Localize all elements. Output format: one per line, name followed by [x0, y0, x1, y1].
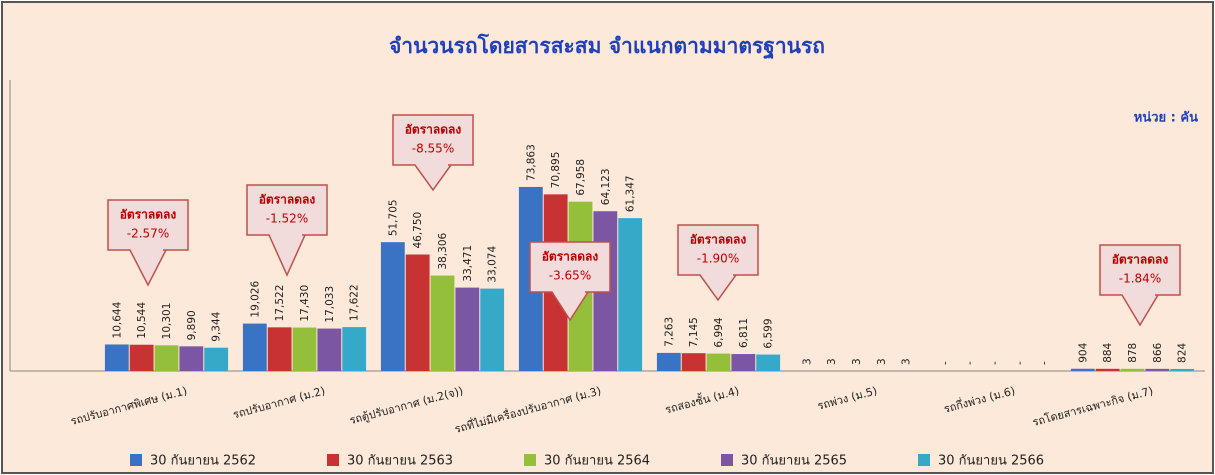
data-label: 33,471 — [462, 245, 474, 282]
callout-value: -1.84% — [1119, 272, 1161, 286]
data-label: 51,705 — [387, 199, 399, 236]
data-label: 10,644 — [111, 301, 123, 338]
legend-label: 30 กันยายน 2562 — [150, 454, 256, 469]
bar — [480, 288, 505, 371]
data-label: 19,026 — [249, 281, 261, 318]
legend-label: 30 กันยายน 2564 — [544, 454, 650, 469]
data-label: 3 — [851, 358, 863, 365]
data-label: 9,890 — [186, 310, 198, 340]
data-label: 3 — [826, 358, 838, 365]
bar — [405, 254, 430, 371]
callout-title: อัตราลดลง — [259, 193, 316, 207]
data-label: 64,123 — [600, 168, 612, 205]
bar — [204, 347, 229, 371]
data-label: 67,958 — [575, 159, 587, 196]
data-label: 38,306 — [437, 232, 449, 269]
data-label: 33,074 — [487, 246, 499, 283]
callout-title: อัตราลดลง — [405, 123, 462, 137]
bar — [1170, 368, 1195, 371]
callout — [1099, 244, 1181, 327]
data-label: 61,347 — [625, 175, 637, 212]
bar — [1120, 368, 1145, 371]
legend-swatch — [130, 454, 142, 466]
bar — [455, 287, 480, 371]
data-label: 824 — [1177, 343, 1189, 363]
legend-swatch — [327, 454, 339, 466]
callout-title: อัตราลดลง — [542, 250, 599, 264]
data-label: - — [989, 361, 1001, 365]
bar — [317, 328, 342, 371]
callout-title: อัตราลดลง — [1112, 253, 1169, 267]
data-label: 73,863 — [525, 144, 537, 181]
bar — [342, 327, 367, 371]
data-label: 884 — [1102, 342, 1114, 362]
legend-label: 30 กันยายน 2563 — [347, 454, 453, 469]
bar — [618, 218, 643, 371]
legend-swatch — [918, 454, 930, 466]
bar — [380, 242, 405, 371]
bar — [1070, 368, 1095, 371]
callout — [529, 241, 611, 322]
data-label: 46,750 — [412, 212, 424, 249]
data-label: 866 — [1152, 342, 1164, 362]
data-label: 10,544 — [136, 302, 148, 339]
data-label: 17,522 — [274, 285, 286, 322]
callout — [107, 199, 189, 287]
data-label: - — [939, 361, 951, 365]
bar — [1095, 368, 1120, 371]
legend-swatch — [524, 454, 536, 466]
bar — [756, 354, 781, 371]
bar — [706, 353, 731, 371]
callout-value: -1.52% — [266, 212, 308, 226]
bar — [292, 327, 317, 371]
data-label: 3 — [901, 358, 913, 365]
callout — [392, 114, 474, 192]
data-label: 17,622 — [349, 284, 361, 321]
bar — [129, 344, 154, 371]
data-label: 17,430 — [299, 285, 311, 322]
data-label: 6,811 — [738, 318, 750, 348]
bar — [656, 352, 681, 371]
data-label: 7,263 — [663, 317, 675, 347]
callout — [677, 224, 759, 302]
callout-value: -1.90% — [697, 252, 739, 266]
callout-value: -2.57% — [127, 227, 169, 241]
chart-title: จำนวนรถโดยสารสะสม จำแนกตามมาตรฐานรถ — [389, 33, 825, 60]
unit-label: หน่วย : คัน — [1134, 111, 1198, 126]
data-label: 7,145 — [688, 317, 700, 347]
legend-label: 30 กันยายน 2566 — [938, 454, 1044, 469]
data-label: - — [1039, 361, 1051, 365]
bar — [104, 344, 129, 371]
bar — [731, 354, 756, 371]
bar — [154, 345, 179, 371]
data-label: - — [1014, 361, 1026, 365]
callout-value: -3.65% — [549, 269, 591, 283]
callout-value: -8.55% — [412, 142, 454, 156]
data-label: 17,033 — [324, 286, 336, 323]
bar — [430, 275, 455, 371]
data-label: 3 — [876, 358, 888, 365]
data-label: 6,599 — [763, 318, 775, 348]
data-label: 10,301 — [161, 303, 173, 340]
data-label: 6,994 — [713, 317, 725, 347]
bar — [1145, 368, 1170, 371]
bar — [681, 353, 706, 371]
bar — [179, 346, 204, 371]
data-label: 9,344 — [211, 311, 223, 341]
data-label: 3 — [801, 358, 813, 365]
data-label: 878 — [1127, 343, 1139, 363]
legend-label: 30 กันยายน 2565 — [741, 454, 847, 469]
data-label: - — [964, 361, 976, 365]
legend-swatch — [721, 454, 733, 466]
callout — [246, 184, 328, 277]
bar — [242, 323, 267, 371]
callout-title: อัตราลดลง — [690, 233, 747, 247]
data-label: 904 — [1077, 342, 1089, 362]
data-label: 70,895 — [550, 152, 562, 189]
callout-title: อัตราลดลง — [120, 208, 177, 222]
bar — [267, 327, 292, 371]
